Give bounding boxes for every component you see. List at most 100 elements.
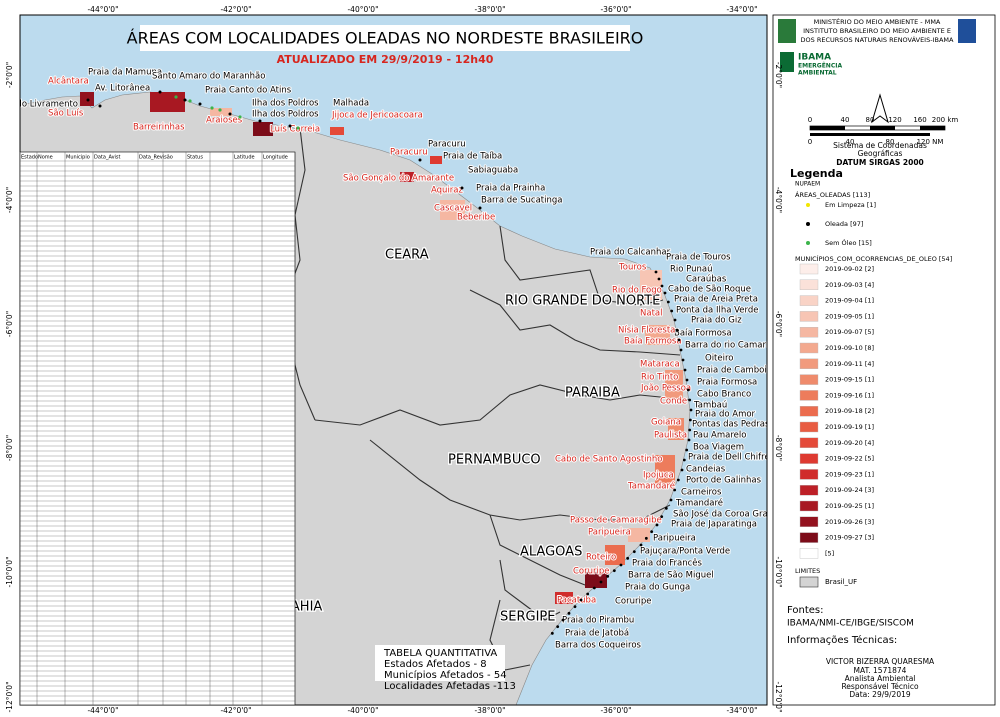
- oiled-dot: [612, 569, 616, 573]
- longitude-label: -42°0'0": [220, 5, 251, 14]
- locality-label: Barra de São Miguel: [628, 571, 714, 581]
- locality-label: Praia de Taíba: [443, 152, 502, 162]
- oiled-dot: [675, 328, 679, 332]
- table-header: Estado: [21, 155, 38, 161]
- locality-label: Porto de Galinhas: [686, 476, 762, 486]
- locality-label: Sabiaguaba: [468, 166, 518, 176]
- oiled-dot: [689, 408, 693, 412]
- municipality-label: Paulista: [654, 431, 687, 441]
- locality-label: Caraúbas: [686, 275, 727, 285]
- legend-limits-title: LIMITES: [795, 567, 820, 575]
- locality-label: Praia de Touros: [666, 253, 731, 263]
- oiled-dot: [619, 563, 623, 567]
- oiled-dot: [183, 98, 187, 102]
- legend-label: Sem Óleo [15]: [825, 238, 872, 247]
- municipality-label: Aquiraz: [431, 186, 464, 196]
- legend-dot: [806, 203, 810, 207]
- oiled-dot: [228, 112, 232, 116]
- crs: DATUM SIRGAS 2000: [836, 158, 924, 167]
- legend-swatch: [799, 548, 819, 559]
- legend-swatch: [799, 374, 819, 385]
- scale-bar-nm: [810, 133, 930, 136]
- logo-mma: [958, 19, 976, 43]
- oiled-dot: [660, 284, 664, 288]
- scale-label: 80: [866, 116, 875, 124]
- brand-sub: EMERGÊNCIA: [798, 62, 842, 70]
- summary-line: Estados Afetados - 8: [384, 659, 487, 670]
- locality-label: Praia do Gunga: [625, 583, 690, 593]
- legend-swatch: [799, 516, 819, 527]
- oiled-dot: [561, 618, 565, 622]
- longitude-label: -38°0'0": [474, 5, 505, 14]
- logo-gov: [778, 19, 796, 43]
- municipality-label: Luís Correia: [270, 125, 320, 135]
- locality-label: Praia da Prainha: [476, 184, 545, 194]
- header-line: MINISTÉRIO DO MEIO AMBIENTE - MMA: [814, 17, 941, 26]
- locality-label: Paracuru: [428, 140, 466, 150]
- legend-swatch: [799, 358, 819, 369]
- legend-swatch: [799, 437, 819, 448]
- scale-label: 80: [886, 138, 895, 146]
- municipality-label: Mataraca: [640, 360, 680, 370]
- limits-swatch: [799, 576, 819, 588]
- table-header: Status: [187, 155, 203, 161]
- scale-label: 160: [913, 116, 926, 124]
- legend-swatch: [799, 453, 819, 464]
- oiled-dot: [650, 530, 654, 534]
- locality-label: Ponta da Ilha Verde: [676, 306, 758, 316]
- scale-bar: [809, 125, 946, 131]
- legend-swatch: [799, 295, 819, 306]
- latitude-label: -8°0'0": [774, 435, 783, 461]
- title: ÁREAS COM LOCALIDADES OLEADAS NO NORDEST…: [127, 29, 644, 48]
- legend-label: 2019-09-27 [3]: [825, 534, 874, 542]
- scale-label: 120 NM: [917, 138, 944, 146]
- municipality-label: Ipojuca: [643, 471, 674, 481]
- locality-label: Barra dos Coqueiros: [555, 641, 642, 651]
- municipality-label: Conde: [660, 397, 687, 407]
- legend-swatch: [799, 263, 819, 275]
- longitude-label: -36°0'0": [600, 706, 631, 715]
- legend-swatch: [799, 500, 819, 512]
- clean-dot: [238, 115, 242, 119]
- municipality-label: Cabo de Santo Agostinho: [555, 455, 663, 465]
- legend-dot: [806, 222, 810, 226]
- longitude-label: -34°0'0": [726, 5, 757, 14]
- latitude-label: -6°0'0": [774, 311, 783, 337]
- legend-title: Legenda: [790, 167, 843, 180]
- oiled-dot: [288, 124, 292, 128]
- municipality-label: Pacatuba: [557, 596, 596, 606]
- municipality-label: Paripueira: [588, 528, 631, 538]
- locality-label: Coruripe: [615, 597, 652, 607]
- locality-label: Boa Viagem: [693, 443, 744, 453]
- north-arrow: [871, 93, 889, 124]
- locality-label: Cabo de São Roque: [668, 285, 751, 295]
- oiled-dot: [198, 102, 202, 106]
- locality-label: Paripueira: [653, 534, 696, 544]
- municipality-label: Roteiro: [586, 553, 616, 563]
- oiled-dot: [655, 523, 659, 527]
- subtitle: ATUALIZADO EM 29/9/2019 - 12h40: [277, 53, 494, 66]
- table-header: Data_Avist: [94, 155, 121, 161]
- oiled-dot: [666, 300, 670, 304]
- summary-line: Localidades Afetadas -113: [384, 681, 516, 692]
- oiled-dot: [677, 338, 681, 342]
- locality-label: Praia de Areia Preta: [674, 295, 758, 305]
- oiled-dot: [626, 556, 630, 560]
- municipality-label: Barreirinhas: [133, 123, 185, 133]
- municipality-label: Jijoca de Jericoacoara: [331, 111, 423, 121]
- title-box: [140, 25, 630, 51]
- longitude-label: -44°0'0": [87, 706, 118, 715]
- oiled-dot: [688, 398, 692, 402]
- oiled-dot: [654, 270, 658, 274]
- locality-label: Praia Canto do Atins: [205, 86, 292, 96]
- municipality-label: Goiana: [651, 418, 681, 428]
- legend-label: 2019-09-25 [1]: [825, 502, 874, 510]
- scale-label: 120: [888, 116, 901, 124]
- longitude-label: -40°0'0": [347, 706, 378, 715]
- oiled-dot: [687, 438, 691, 442]
- locality-label: Barra do rio Camaratuba: [685, 341, 791, 351]
- legend-label: 2019-09-22 [5]: [825, 455, 874, 463]
- locality-label: Pau Amarelo: [693, 431, 746, 441]
- oiled-dot: [685, 378, 689, 382]
- legend-label: 2019-09-16 [1]: [825, 391, 874, 399]
